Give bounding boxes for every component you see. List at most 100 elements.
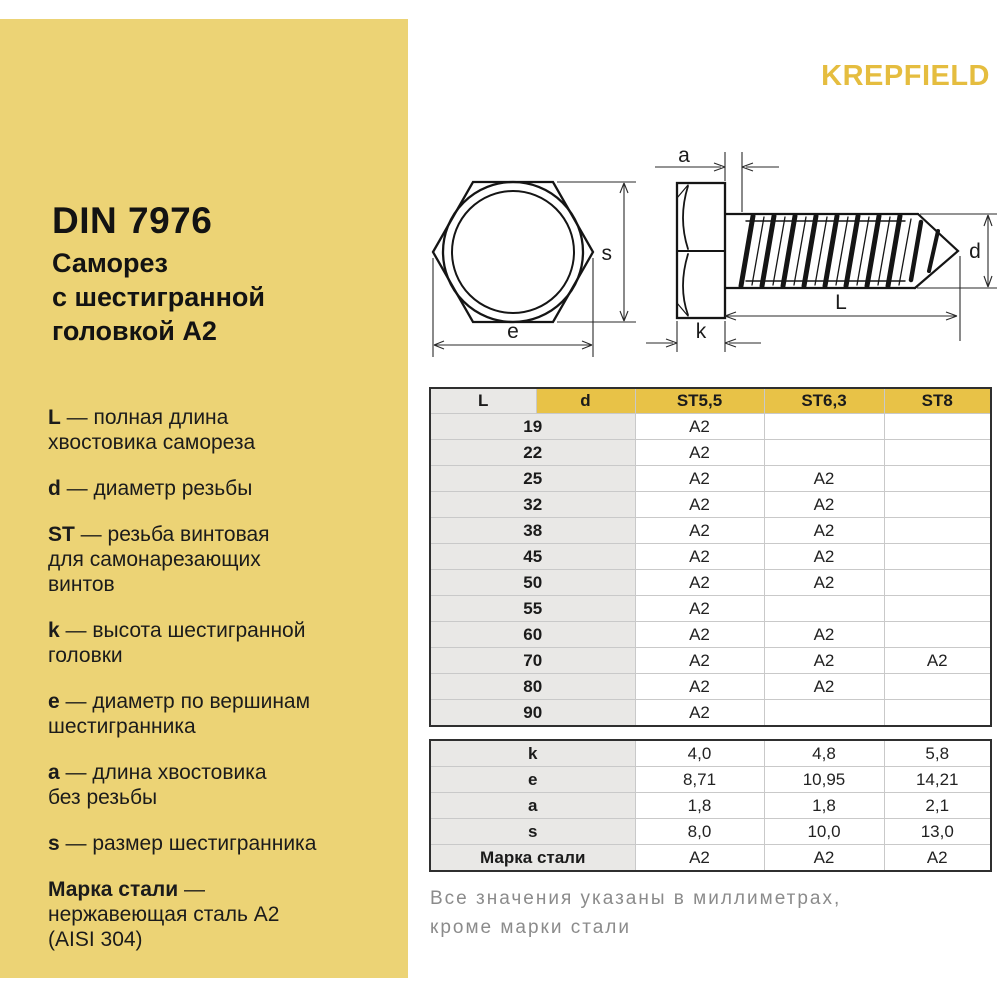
length-cell: 45 [429,543,636,570]
length-cell: 38 [429,517,636,544]
steel-grade-cell [883,465,992,492]
dimensions-table: k 4,0 4,8 5,8 e 8,71 10,95 14,21 a 1,8 1,8 2,1 s 8,0 1… [429,739,992,872]
dimension-value-cell: 1,8 [763,792,885,819]
legend-term: Марка стали [48,878,179,901]
steel-grade-cell: A2 [634,699,765,727]
steel-grade-cell: A2 [634,465,765,492]
legend-term: ST [48,523,75,546]
dimension-L-label: L [835,291,847,314]
header-st8: ST8 [883,387,992,414]
legend: L — полная длина хвостовика самореза d — … [48,405,388,973]
dimension-k [646,321,761,352]
subtitle-line-2: с шестигранной [52,282,265,312]
size-table-row: 19 A2 [429,413,992,440]
steel-grade-cell [883,595,992,622]
legend-item: s — размер шестигранника [48,831,388,856]
length-cell: 25 [429,465,636,492]
legend-item: d — диаметр резьбы [48,476,388,501]
length-cell: 19 [429,413,636,440]
steel-grade-cell [763,699,885,727]
steel-grade-cell: A2 [634,439,765,466]
dimension-value-cell: 1,8 [634,792,765,819]
steel-grade-cell: A2 [634,543,765,570]
thread-back-edges [751,216,912,286]
title-block: DIN 7976 Саморез с шестигранной головкой… [52,201,265,348]
steel-grade-cell [883,517,992,544]
dimension-s [557,181,636,323]
size-table-row: 45 A2 A2 [429,543,992,570]
length-cell: 22 [429,439,636,466]
length-cell: 55 [429,595,636,622]
legend-term: d [48,477,61,500]
legend-term: L [48,406,61,429]
steel-grade-cell [883,543,992,570]
steel-grade-cell: A2 [634,621,765,648]
legend-desc: — высота шестигранной головки [48,619,306,667]
length-cell: 32 [429,491,636,518]
dimension-e [432,258,594,357]
steel-grade-cell [883,673,992,700]
units-note-line-1: Все значения указаны в миллиметрах, [430,888,842,909]
steel-grade-cell [763,595,885,622]
header-d: d [535,387,636,414]
dimension-k-label: k [696,320,707,343]
technical-drawing: s e [431,144,997,357]
steel-grade-cell [763,439,885,466]
steel-grade-cell: A2 [763,517,885,544]
brand-logo: KREPFIELD [821,60,990,92]
steel-grade-cell: A2 [634,673,765,700]
header-st55: ST5,5 [634,387,765,414]
steel-grade-cell: A2 [763,647,885,674]
steel-grade-cell [763,413,885,440]
dimension-label-cell: a [429,792,636,819]
dimension-value-cell: 2,1 [883,792,992,819]
legend-item: L — полная длина хвостовика самореза [48,405,388,455]
dimension-e-label: e [507,320,519,343]
steel-grade-cell: A2 [634,517,765,544]
size-table-row: 25 A2 A2 [429,465,992,492]
dimension-label-cell: s [429,818,636,845]
legend-term: e [48,690,60,713]
legend-item: Марка стали — нержавеющая сталь А2 (AISI… [48,877,388,952]
screw-side-view [675,181,960,320]
dimension-value-cell: 4,8 [763,739,885,767]
dimension-a-label: a [678,144,690,167]
size-table-row: 32 A2 A2 [429,491,992,518]
size-table-row: 22 A2 [429,439,992,466]
dimension-value-cell: 8,0 [634,818,765,845]
steel-grade-cell: A2 [634,569,765,596]
thread-crests [738,213,940,289]
dimensions-table-row: s 8,0 10,0 13,0 [429,818,992,845]
dimension-s-label: s [602,242,613,265]
dimension-a [655,152,779,212]
dimension-d-label: d [969,240,981,263]
length-cell: 80 [429,673,636,700]
size-table-row: 90 A2 [429,699,992,727]
size-table-row: 80 A2 A2 [429,673,992,700]
steel-grade-cell: A2 [763,569,885,596]
steel-grade-cell: A2 [763,621,885,648]
steel-grade-cell: A2 [634,491,765,518]
steel-grade-cell [883,699,992,727]
dimension-value-cell: 10,95 [763,766,885,793]
dimension-value-cell: 4,0 [634,739,765,767]
units-note: Все значения указаны в миллиметрах, кром… [430,884,841,942]
legend-desc: — полная длина хвостовика самореза [48,406,256,454]
length-cell: 50 [429,569,636,596]
steel-grade-cell: A2 [634,647,765,674]
legend-desc: — нержавеющая сталь А2 (AISI 304) [48,878,280,951]
length-cell: 90 [429,699,636,727]
legend-desc: — размер шестигранника [59,832,317,855]
hex-head-front-view [431,180,595,324]
sidebar-panel: DIN 7976 Саморез с шестигранной головкой… [0,19,408,978]
dimensions-table-row: k 4,0 4,8 5,8 [429,739,992,767]
steel-grade-cell [883,569,992,596]
size-table-row: 55 A2 [429,595,992,622]
page-title: DIN 7976 [52,200,213,241]
legend-item: k — высота шестигранной головки [48,618,388,668]
length-cell: 70 [429,647,636,674]
legend-desc: — длина хвостовика без резьбы [48,761,267,809]
dimension-value-cell: A2 [883,844,992,872]
size-table: L d ST5,5 ST6,3 ST8 19 A2 22 A2 25 A2 A2 32 A2 A2… [429,387,992,727]
